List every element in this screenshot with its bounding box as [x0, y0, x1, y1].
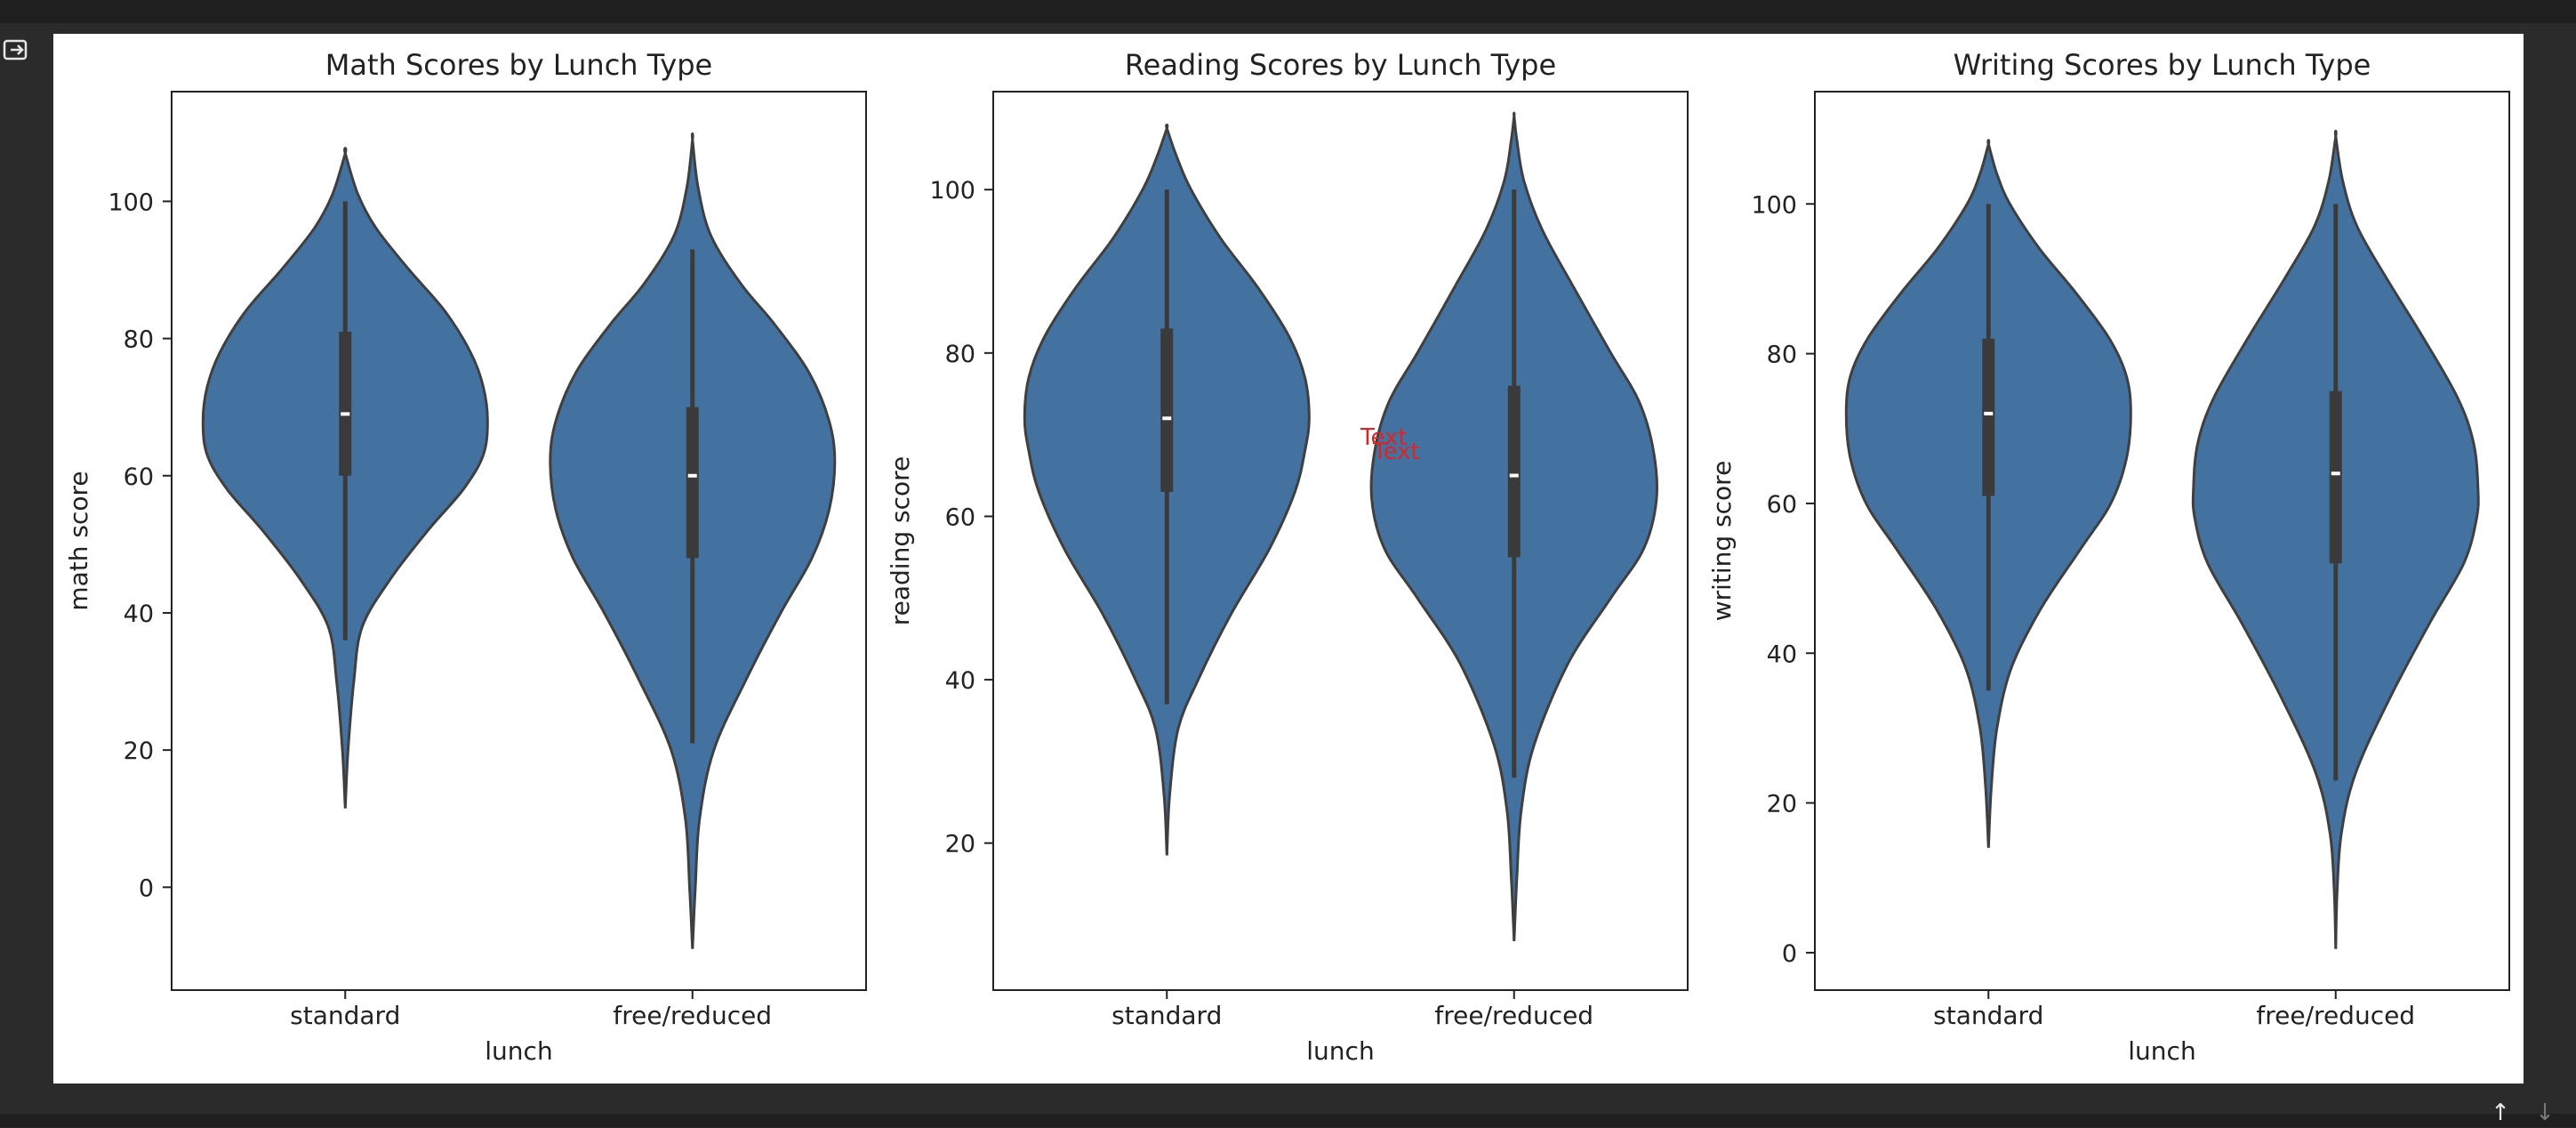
axes-frame — [992, 91, 1689, 991]
chart-title: Math Scores by Lunch Type — [325, 48, 712, 82]
y-axis-label: writing score — [1707, 461, 1737, 622]
iqr-box — [339, 331, 352, 476]
y-tick-label: 100 — [1751, 191, 1797, 219]
median-marker — [341, 412, 350, 416]
x-tick-label: standard — [1111, 1001, 1222, 1030]
x-axis-label: lunch — [2128, 1036, 2195, 1066]
top-toolbar — [0, 0, 2576, 23]
subplot-1: Math Scores by Lunch Type 0 20 40 60 80 100 mat… — [64, 48, 867, 1066]
x-tick-label: free/reduced — [2256, 1001, 2415, 1030]
chart-title: Reading Scores by Lunch Type — [1125, 48, 1556, 82]
annotation-text: Text — [1372, 439, 1420, 465]
arrow-down-icon[interactable]: ↓ — [2535, 1100, 2555, 1126]
x-tick-label: standard — [290, 1001, 400, 1030]
median-marker — [1984, 411, 1994, 415]
y-tick-label: 20 — [124, 737, 154, 765]
x-axis-label: lunch — [1306, 1036, 1374, 1066]
y-tick-label: 60 — [124, 463, 154, 491]
y-tick-label: 40 — [124, 600, 154, 628]
y-axis-label: reading score — [886, 456, 915, 626]
annotation-text: Text — [1360, 424, 1408, 451]
iqr-box — [1507, 385, 1521, 558]
median-marker — [2331, 471, 2340, 476]
arrow-up-icon[interactable]: ↑ — [2491, 1100, 2510, 1126]
y-tick-label: 20 — [945, 831, 975, 858]
y-tick-label: 100 — [108, 189, 154, 216]
iqr-box — [1982, 338, 1995, 496]
median-marker — [1162, 416, 1172, 421]
x-axis-label: lunch — [485, 1036, 552, 1066]
axes-frame — [1814, 91, 2510, 991]
iqr-box — [2329, 391, 2342, 564]
figure-output: Math Scores by Lunch Type 0 20 40 60 80 100 mat… — [53, 34, 2524, 1084]
y-tick-label: 80 — [124, 326, 154, 354]
x-tick-label: standard — [1933, 1001, 2043, 1030]
median-marker — [1509, 473, 1519, 478]
y-tick-label: 40 — [945, 667, 975, 695]
axes-frame — [171, 91, 867, 991]
exit-to-right-icon[interactable] — [2, 36, 30, 64]
y-axis-label: math score — [64, 471, 93, 610]
bottom-toolbar — [0, 1114, 2576, 1127]
y-tick-label: 80 — [1767, 342, 1797, 369]
y-tick-label: 80 — [945, 341, 975, 368]
figure-canvas: Math Scores by Lunch Type 0 20 40 60 80 100 mat… — [64, 48, 2510, 1066]
x-tick-label: free/reduced — [613, 1001, 772, 1030]
y-tick-label: 20 — [1767, 791, 1797, 818]
chart-title: Writing Scores by Lunch Type — [1954, 48, 2371, 82]
y-tick-label: 60 — [945, 504, 975, 531]
subplot-3: Writing Scores by Lunch Type 0 20 40 60 80 100… — [1707, 48, 2510, 1066]
iqr-box — [686, 407, 699, 559]
subplot-2: Reading Scores by Lunch Type 20 40 60 80 100 r… — [886, 48, 1689, 1066]
iqr-box — [1160, 328, 1174, 492]
y-tick-label: 60 — [1767, 491, 1797, 519]
y-tick-label: 0 — [139, 874, 154, 902]
y-tick-label: 0 — [1782, 940, 1797, 968]
y-tick-label: 100 — [929, 177, 975, 205]
median-marker — [687, 473, 697, 478]
x-tick-label: free/reduced — [1434, 1001, 1593, 1030]
y-tick-label: 40 — [1767, 641, 1797, 668]
